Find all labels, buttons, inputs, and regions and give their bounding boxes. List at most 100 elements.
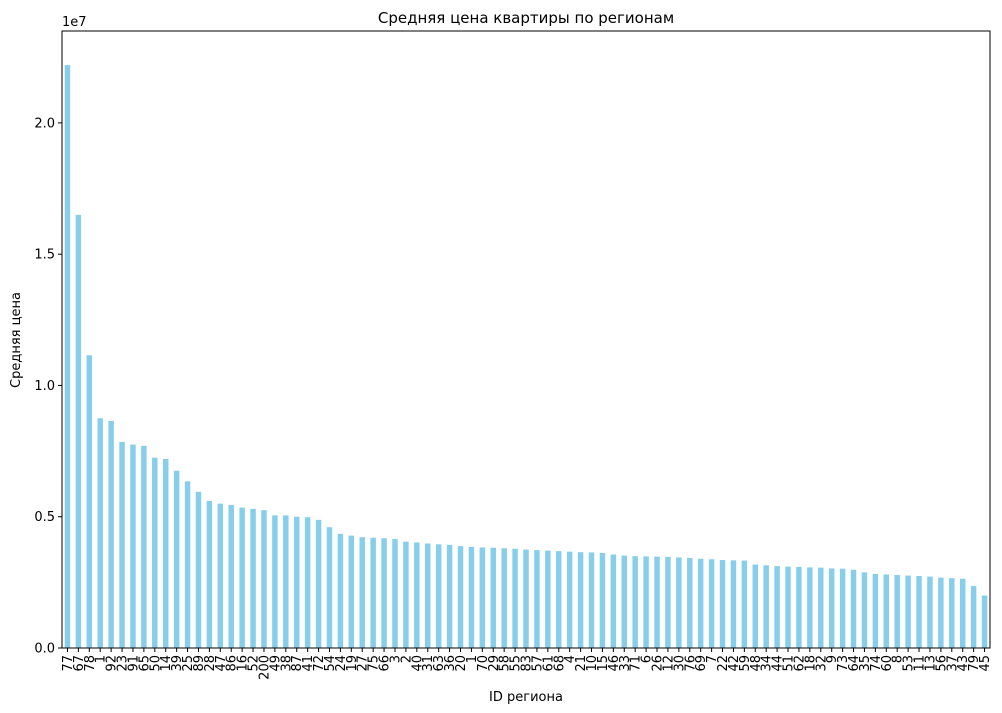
x-tick-label: 65 [137,655,152,672]
y-tick-label: 0.5 [34,510,55,525]
x-tick-label: 87 [290,655,305,672]
bar [697,558,704,648]
bar [708,559,715,648]
bar [643,556,649,648]
x-tick-label: 71 [629,655,644,672]
x-tick-label: 91 [126,655,141,672]
bar [457,546,464,648]
x-tick-label: 61 [541,655,556,672]
bar [894,575,900,648]
bar [534,550,540,648]
x-tick-label: 67 [72,655,87,672]
x-tick-label: 73 [836,655,851,672]
bar [610,554,617,648]
bar [446,544,453,648]
x-tick-label: 57 [530,655,545,672]
x-tick-label: 34 [760,655,775,672]
bar [916,576,922,648]
y-axis-multiplier: 1e7 [62,15,87,30]
x-tick-label: 75 [367,655,382,672]
bar [545,550,551,648]
bar [807,567,813,648]
x-tick-label: 31 [421,655,436,672]
bar [141,445,147,648]
x-axis-ticks: 7767781922391655014392589284786165220049… [61,648,993,680]
bar [949,578,955,648]
bar [97,418,103,648]
bar [392,539,398,648]
bar [927,576,933,648]
x-tick-label: 14 [159,655,174,672]
x-tick-label: 72 [312,655,327,672]
x-tick-label: 92 [105,655,120,672]
x-tick-label: 12 [661,655,676,672]
x-tick-label: 16 [236,655,251,672]
x-tick-label: 11 [913,655,928,672]
bar [632,556,638,648]
x-tick-label: 29 [487,655,502,672]
bar [152,457,158,648]
x-tick-label: 2 [399,655,414,663]
x-tick-label: 8 [891,655,906,663]
bar [512,548,518,648]
bar [468,546,475,648]
x-tick-label: 35 [858,655,873,672]
bar [414,542,420,648]
x-tick-label: 89 [192,655,207,672]
bar [326,527,333,648]
bar [676,557,682,648]
x-tick-label: 200 [257,655,272,680]
x-tick-label: 26 [651,655,666,672]
x-tick-label: 69 [694,655,709,672]
x-tick-label: 23 [116,655,131,672]
x-tick-label: 37 [945,655,960,672]
x-tick-label: 47 [214,655,229,672]
y-tick-label: 1.0 [34,379,55,394]
bar [490,547,496,648]
bar [272,515,278,648]
x-tick-label: 42 [727,655,742,672]
bar [774,566,780,648]
bar [981,595,988,648]
x-tick-label: 54 [323,655,338,672]
bar [861,572,868,648]
x-tick-label: 40 [410,655,425,672]
x-tick-label: 36 [443,655,458,672]
x-tick-label: 18 [803,655,818,672]
x-tick-label: 52 [247,655,262,672]
x-tick-label: 66 [378,655,393,672]
x-tick-label: 4 [563,655,578,663]
bar [250,508,256,648]
x-tick-label: 21 [574,655,589,672]
bar [599,552,606,648]
bar [818,567,824,648]
bar [86,355,93,648]
x-tick-label: 59 [738,655,753,672]
y-tick-label: 2.0 [34,116,55,131]
plot-frame [61,30,991,649]
x-tick-label: 74 [869,655,884,672]
x-tick-label: 24 [334,655,349,672]
bar [883,574,890,648]
x-tick-label: 58 [498,655,513,672]
x-tick-label: 53 [902,655,917,672]
x-tick-label: 48 [749,655,764,672]
bar [752,564,758,648]
bar [523,549,529,648]
x-tick-label: 50 [148,655,163,672]
x-tick-label: 76 [683,655,698,672]
bar [654,556,660,648]
bar [184,481,191,648]
x-tick-label: 10 [585,655,600,672]
bar [130,444,136,648]
bar [741,560,748,648]
x-tick-label: 51 [782,655,797,672]
x-tick-label: 62 [792,655,807,672]
bar [359,537,365,648]
x-tick-label: 38 [279,655,294,672]
bar [850,569,857,648]
chart-title: Средняя цена квартиры по регионам [378,9,674,27]
x-tick-label: 20 [454,655,469,672]
bar [970,586,977,648]
